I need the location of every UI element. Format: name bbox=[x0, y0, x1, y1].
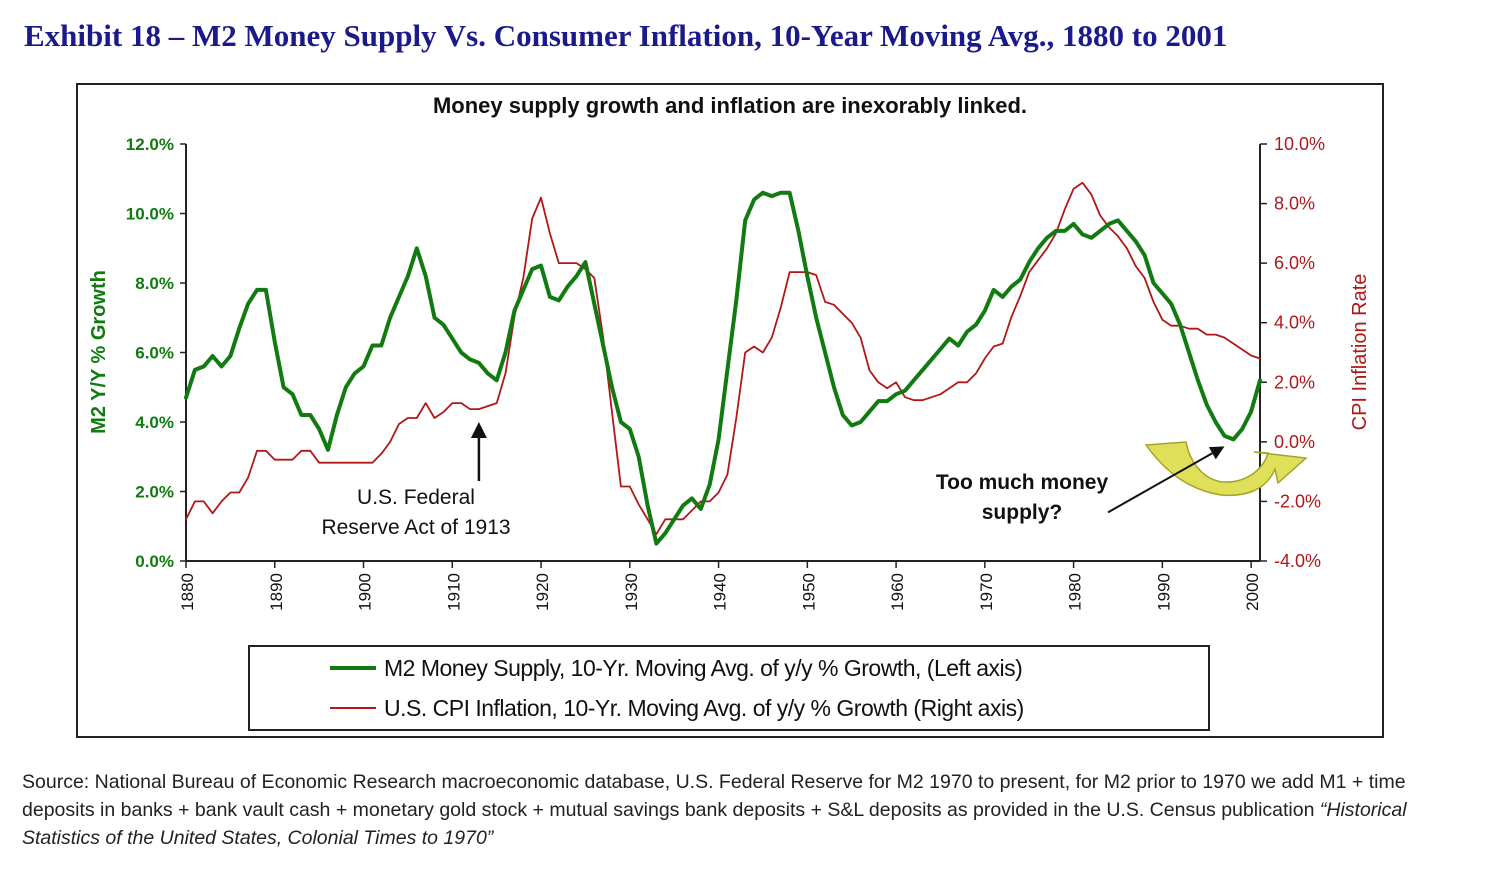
right-y-tick-label: 4.0% bbox=[1274, 313, 1315, 333]
cpi-series-line bbox=[185, 181, 1261, 536]
legend-swatch-m2 bbox=[330, 666, 376, 670]
money-supply-arrowhead bbox=[1208, 446, 1225, 460]
legend-label-cpi: U.S. CPI Inflation, 10-Yr. Moving Avg. o… bbox=[384, 694, 1024, 721]
series-group bbox=[184, 181, 1262, 546]
chart-svg: Money supply growth and inflation are in… bbox=[88, 93, 1371, 611]
x-tick-label: 1950 bbox=[799, 573, 818, 611]
curved-arrow-icon bbox=[1144, 441, 1308, 497]
x-tick-label: 2000 bbox=[1243, 573, 1262, 611]
money-supply-label-line-2: supply? bbox=[982, 501, 1063, 524]
left-y-tick-label: 2.0% bbox=[135, 483, 174, 502]
x-tick-label: 1960 bbox=[888, 573, 907, 611]
money-supply-annotation: Too much money supply? bbox=[936, 441, 1308, 524]
x-tick-label: 1930 bbox=[622, 573, 641, 611]
left-y-tick-label: 6.0% bbox=[135, 344, 174, 363]
right-y-tick-label: 2.0% bbox=[1274, 372, 1315, 392]
x-tick-label: 1890 bbox=[267, 573, 286, 611]
right-y-tick-label: -4.0% bbox=[1274, 551, 1321, 571]
fed-reserve-annotation: U.S. Federal Reserve Act of 1913 bbox=[321, 422, 511, 539]
right-y-tick-label: -2.0% bbox=[1274, 491, 1321, 511]
legend-swatch-cpi bbox=[330, 707, 376, 709]
right-axis-label: CPI Inflation Rate bbox=[1349, 274, 1371, 431]
source-note-text: Source: National Bureau of Economic Rese… bbox=[22, 771, 1406, 821]
m2-series-line bbox=[184, 190, 1262, 546]
fed-reserve-label-line-2: Reserve Act of 1913 bbox=[321, 516, 510, 539]
chart-title: Money supply growth and inflation are in… bbox=[433, 93, 1027, 118]
left-axis-label: M2 Y/Y % Growth bbox=[88, 270, 110, 434]
legend: M2 Money Supply, 10-Yr. Moving Avg. of y… bbox=[248, 645, 1210, 731]
right-y-tick-label: 8.0% bbox=[1274, 194, 1315, 214]
money-supply-label-line-1: Too much money bbox=[936, 471, 1109, 494]
right-y-tick-group: -4.0% -2.0% 0.0% 2.0% 4.0% 6.0% 8.0% 10.0% bbox=[1260, 134, 1325, 571]
legend-label-m2: M2 Money Supply, 10-Yr. Moving Avg. of y… bbox=[384, 654, 1023, 681]
money-supply-arrow bbox=[1107, 452, 1213, 514]
left-y-tick-label: 4.0% bbox=[135, 413, 174, 432]
x-tick-group: 1880 1890 1900 1910 1920 1930 1940 1950 1960 1970… bbox=[178, 561, 1262, 611]
x-tick-label: 1910 bbox=[444, 573, 463, 611]
chart-frame: Money supply growth and inflation are in… bbox=[76, 83, 1384, 738]
x-tick-label: 1920 bbox=[533, 573, 552, 611]
source-note: Source: National Bureau of Economic Rese… bbox=[22, 768, 1472, 852]
x-tick-label: 1980 bbox=[1066, 573, 1085, 611]
left-y-tick-label: 10.0% bbox=[126, 205, 174, 224]
right-y-tick-label: 6.0% bbox=[1274, 253, 1315, 273]
fed-reserve-label-line-1: U.S. Federal bbox=[357, 486, 475, 509]
source-note-italic: “Historical Statistics of the United Sta… bbox=[22, 799, 1407, 849]
exhibit-title: Exhibit 18 – M2 Money Supply Vs. Consume… bbox=[24, 18, 1228, 53]
right-y-tick-label: 0.0% bbox=[1274, 432, 1315, 452]
left-y-tick-group: 0.0% 2.0% 4.0% 6.0% 8.0% 10.0% 12.0% bbox=[126, 135, 186, 571]
left-y-tick-label: 12.0% bbox=[126, 135, 174, 154]
legend-item-m2: M2 Money Supply, 10-Yr. Moving Avg. of y… bbox=[330, 653, 1023, 683]
legend-item-cpi: U.S. CPI Inflation, 10-Yr. Moving Avg. o… bbox=[330, 693, 1024, 723]
left-y-tick-label: 8.0% bbox=[135, 274, 174, 293]
x-tick-label: 1940 bbox=[711, 573, 730, 611]
x-tick-label: 1900 bbox=[356, 573, 375, 611]
right-y-tick-label: 10.0% bbox=[1274, 134, 1325, 154]
x-tick-label: 1880 bbox=[178, 573, 197, 611]
fed-reserve-arrowhead bbox=[470, 422, 487, 438]
left-y-tick-label: 0.0% bbox=[135, 552, 174, 571]
x-tick-label: 1970 bbox=[977, 573, 996, 611]
x-tick-label: 1990 bbox=[1154, 573, 1173, 611]
